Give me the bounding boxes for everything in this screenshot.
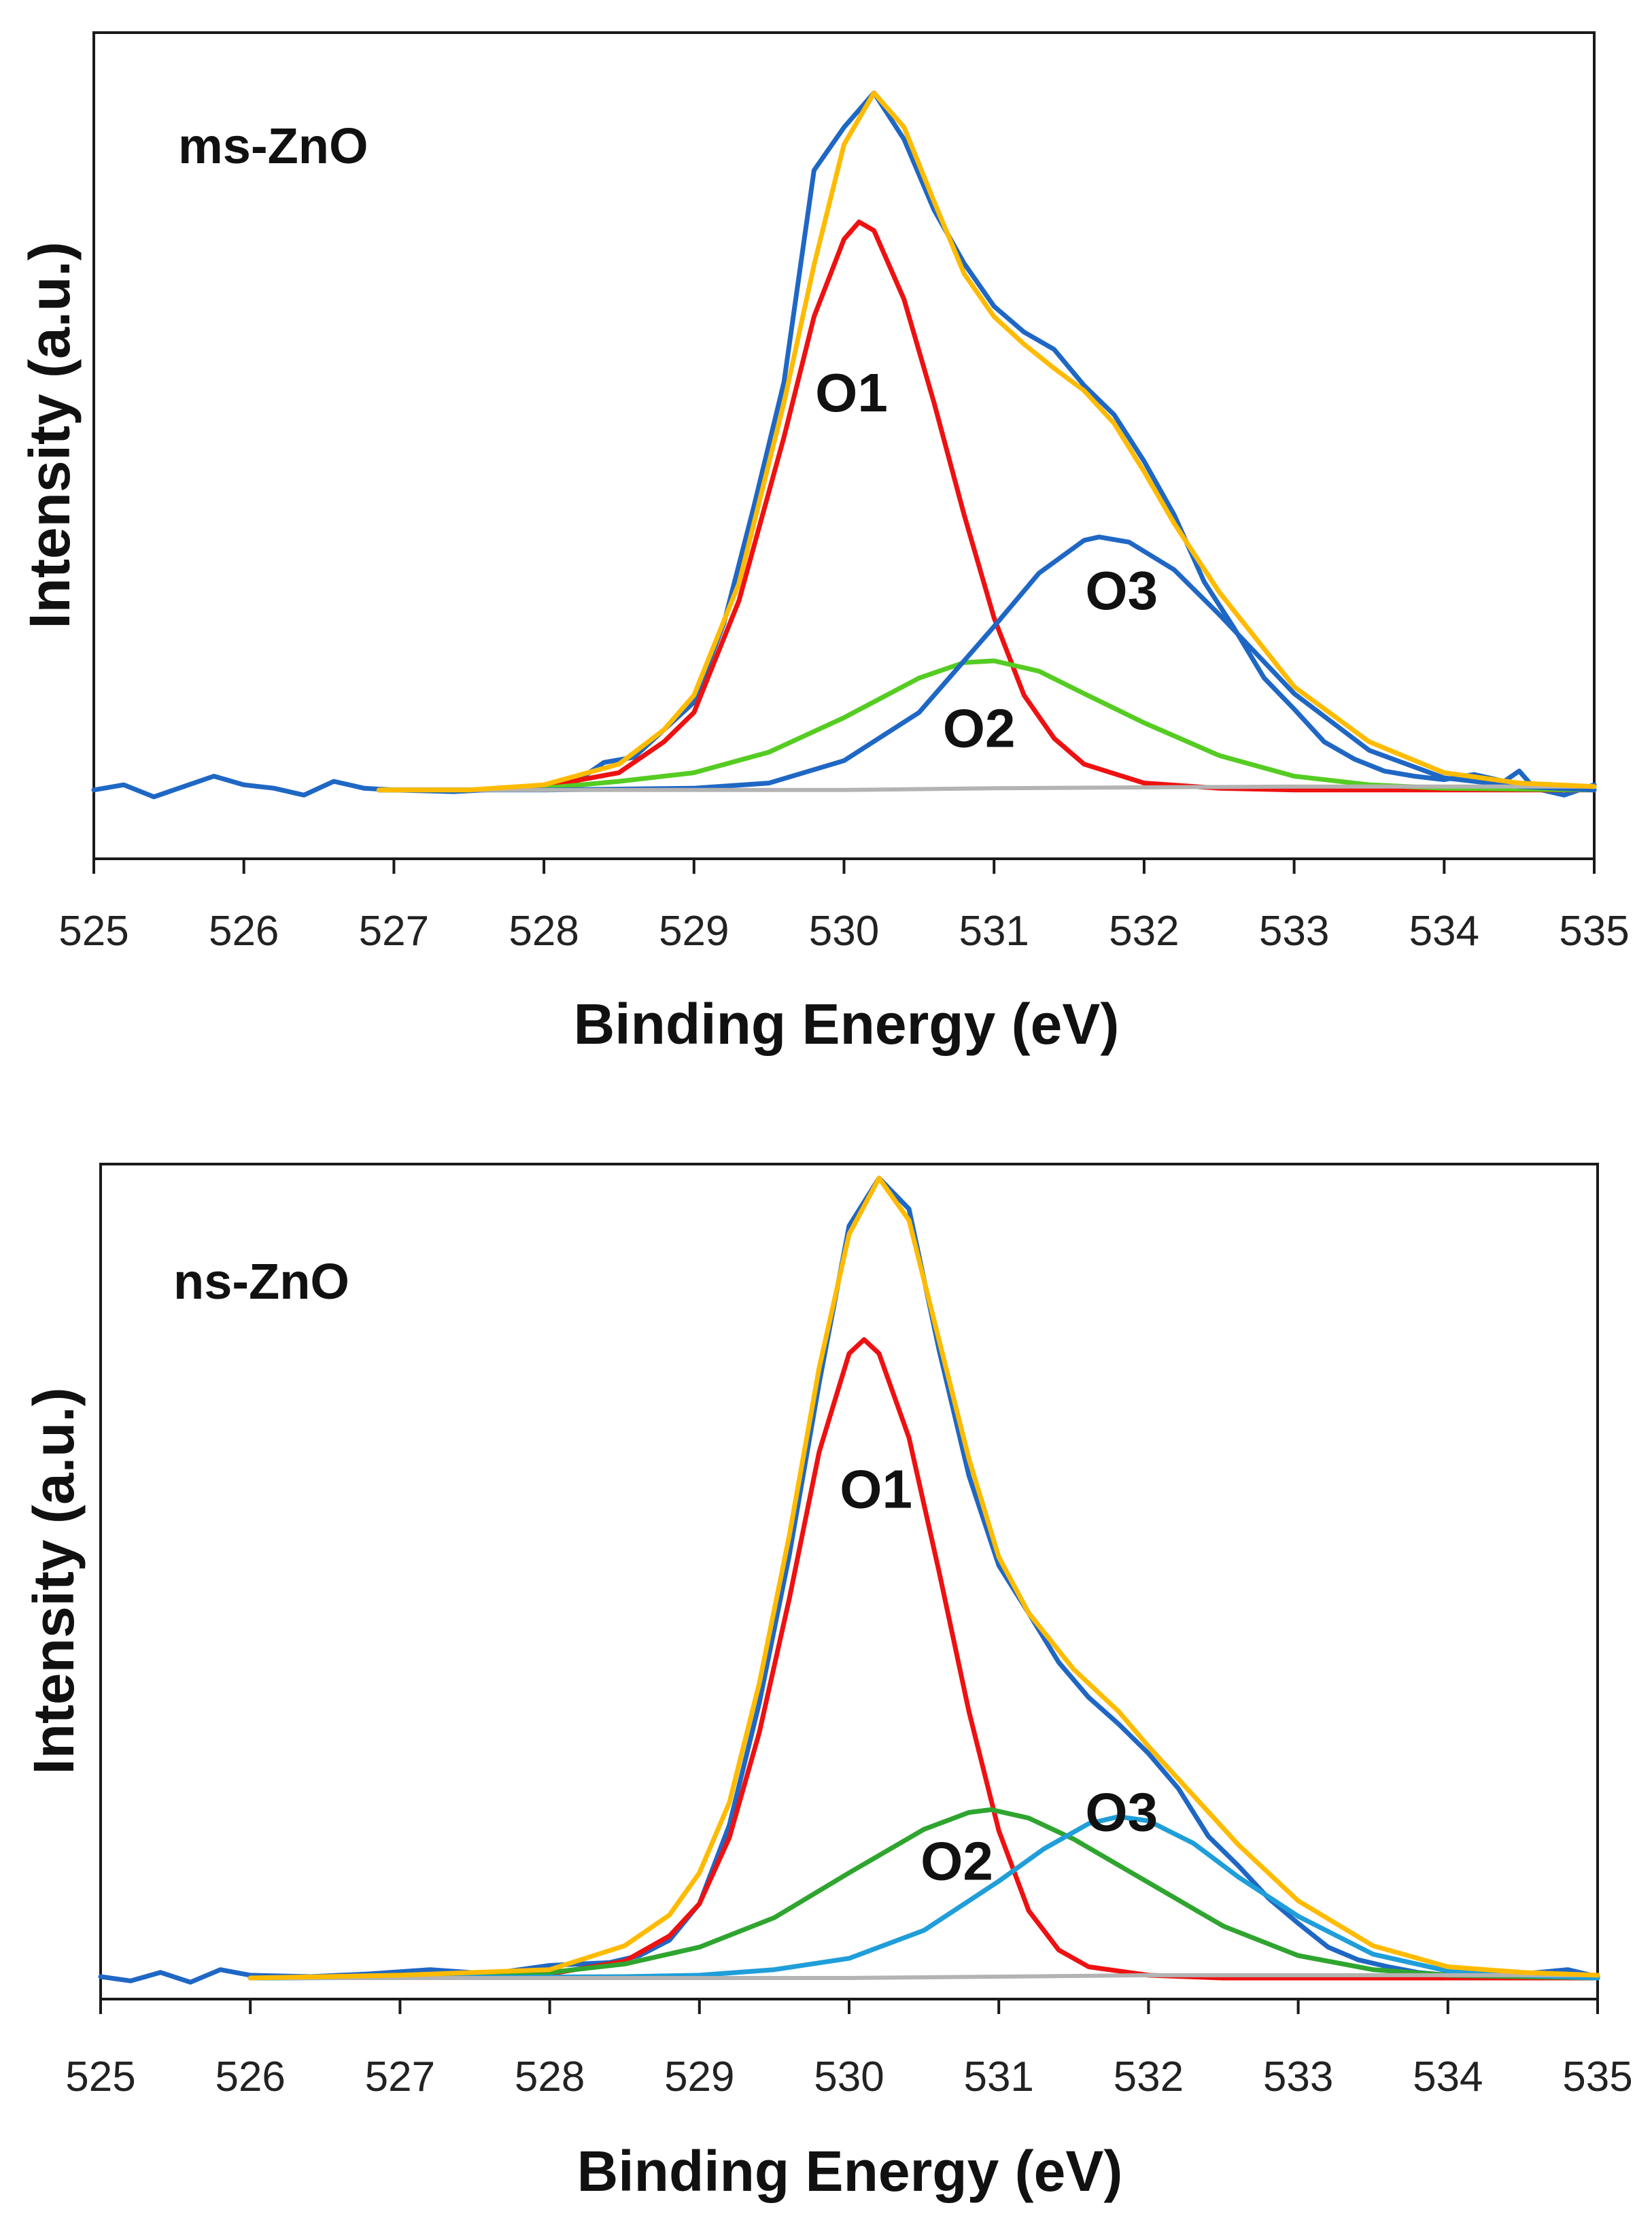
series-line-o2	[247, 1807, 1600, 1981]
series-line-o3	[247, 1814, 1600, 1981]
spectrum-series	[91, 90, 1597, 800]
x-tick-label: 532	[1114, 2053, 1184, 2100]
peak-label-o2: O2	[943, 698, 1016, 758]
x-tick-label: 532	[1109, 908, 1179, 955]
series-line-fit-envelope	[247, 1176, 1600, 1981]
panel-title: ns-ZnO	[173, 1253, 349, 1310]
x-tick-label: 528	[515, 2053, 585, 2100]
peak-labels: O1 O2 O3	[840, 1459, 1158, 1892]
x-tick-label: 531	[959, 908, 1029, 955]
x-tick-label: 530	[809, 908, 879, 955]
x-tick-label: 528	[509, 908, 579, 955]
spectrum-series	[98, 1176, 1600, 1985]
peak-label-o3: O3	[1085, 1782, 1158, 1842]
x-tick-label: 527	[365, 2053, 435, 2100]
peak-label-o2: O2	[920, 1831, 993, 1892]
x-tick-label: 530	[814, 2053, 884, 2100]
peak-label-o1: O1	[815, 362, 888, 423]
x-axis-ticks	[99, 1999, 1599, 2014]
x-axis-title: Binding Energy (eV)	[577, 2139, 1123, 2203]
series-line-o3	[376, 534, 1597, 793]
x-axis-tick-labels: 525 526 527 528 529 530 531 532 533 534 535	[65, 2053, 1632, 2100]
x-tick-label: 529	[659, 908, 729, 955]
panel-ms-zno: 525 526 527 528 529 530 531 532 533 534 535 O1 O2 O3…	[18, 31, 1630, 1056]
x-tick-label: 529	[664, 2053, 734, 2100]
series-line-background	[377, 784, 1596, 792]
x-tick-label: 525	[65, 2053, 135, 2100]
x-axis-tick-labels: 525 526 527 528 529 530 531 532 533 534 535	[58, 908, 1629, 955]
panel-title: ms-ZnO	[178, 118, 368, 174]
x-tick-label: 534	[1409, 908, 1479, 955]
x-tick-label: 533	[1259, 908, 1329, 955]
x-tick-label: 534	[1413, 2053, 1483, 2100]
x-tick-label: 533	[1263, 2053, 1333, 2100]
x-axis-ticks	[92, 859, 1596, 874]
panel-ns-zno: 525 526 527 528 529 530 531 532 533 534 535 O1 O2 O3…	[22, 1163, 1633, 2203]
x-tick-label: 526	[209, 908, 279, 955]
peak-labels: O1 O2 O3	[815, 362, 1158, 759]
y-axis-title: Intensity (a.u.)	[22, 1387, 86, 1774]
x-tick-label: 531	[963, 2053, 1033, 2100]
peak-label-o3: O3	[1085, 560, 1158, 621]
series-line-o2	[376, 658, 1597, 793]
y-axis-title: Intensity (a.u.)	[18, 241, 82, 628]
x-tick-label: 535	[1562, 2053, 1632, 2100]
x-tick-label: 525	[58, 908, 128, 955]
x-tick-label: 535	[1559, 908, 1629, 955]
series-line-fit-envelope	[376, 90, 1597, 793]
series-line-background	[248, 1973, 1600, 1980]
x-tick-label: 527	[359, 908, 429, 955]
series-line-experimental	[91, 90, 1597, 800]
x-tick-label: 526	[215, 2053, 285, 2100]
x-axis-title: Binding Energy (eV)	[574, 992, 1120, 1056]
series-line-o1	[376, 219, 1597, 793]
peak-label-o1: O1	[840, 1459, 912, 1520]
